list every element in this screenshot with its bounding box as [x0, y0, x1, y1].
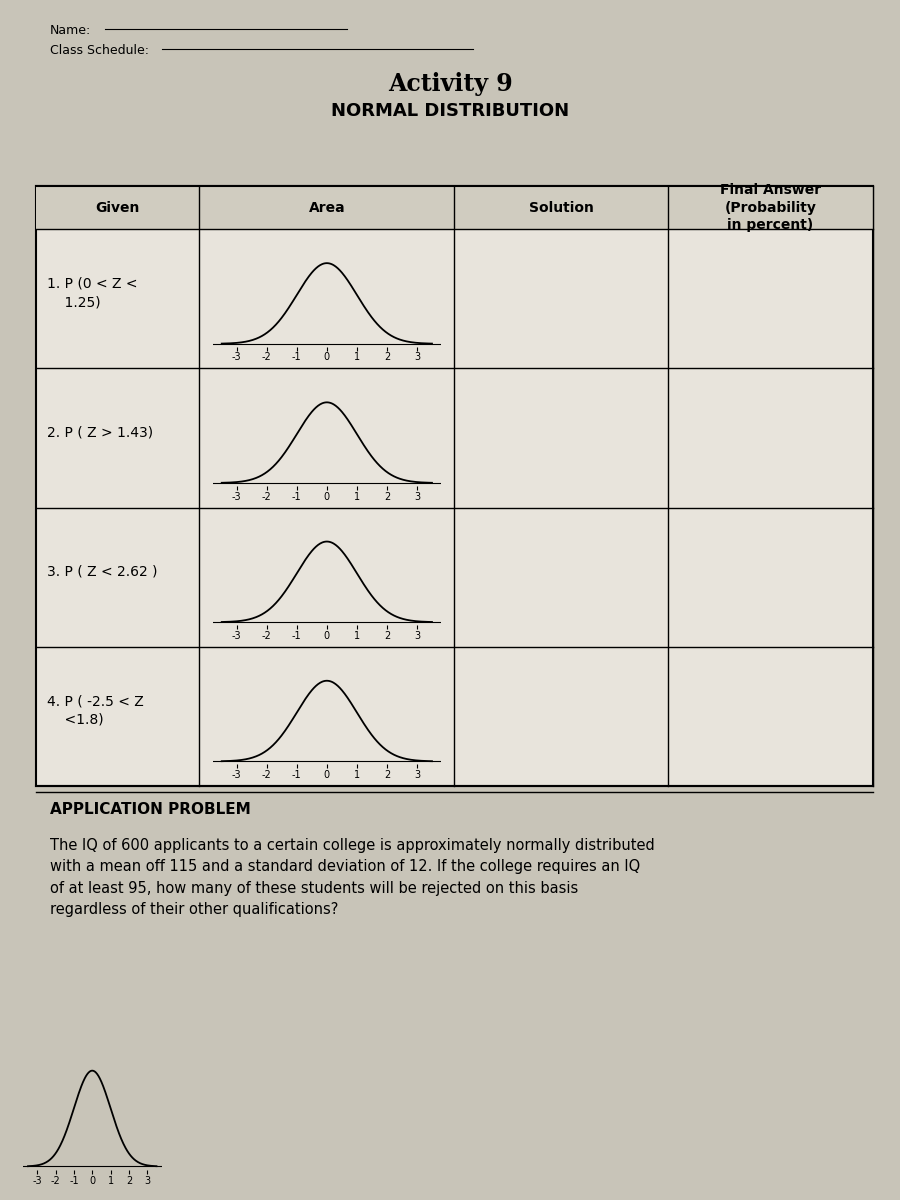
Text: Activity 9: Activity 9	[388, 72, 512, 96]
Text: Name:: Name:	[50, 24, 91, 37]
Text: The IQ of 600 applicants to a certain college is approximately normally distribu: The IQ of 600 applicants to a certain co…	[50, 838, 654, 918]
Text: 4. P ( -2.5 < Z
    <1.8): 4. P ( -2.5 < Z <1.8)	[47, 694, 144, 727]
Text: Class Schedule:: Class Schedule:	[50, 44, 148, 58]
Text: Solution: Solution	[529, 200, 594, 215]
Text: Area: Area	[309, 200, 346, 215]
Text: 3. P ( Z < 2.62 ): 3. P ( Z < 2.62 )	[47, 564, 158, 578]
Text: NORMAL DISTRIBUTION: NORMAL DISTRIBUTION	[331, 102, 569, 120]
Text: Final Answer
(Probability
in percent): Final Answer (Probability in percent)	[720, 184, 821, 232]
Text: Given: Given	[95, 200, 140, 215]
Text: 1. P (0 < Z <
    1.25): 1. P (0 < Z < 1.25)	[47, 277, 138, 310]
Text: APPLICATION PROBLEM: APPLICATION PROBLEM	[50, 802, 250, 816]
Text: 2. P ( Z > 1.43): 2. P ( Z > 1.43)	[47, 425, 153, 439]
FancyBboxPatch shape	[36, 186, 873, 786]
FancyBboxPatch shape	[36, 186, 873, 229]
